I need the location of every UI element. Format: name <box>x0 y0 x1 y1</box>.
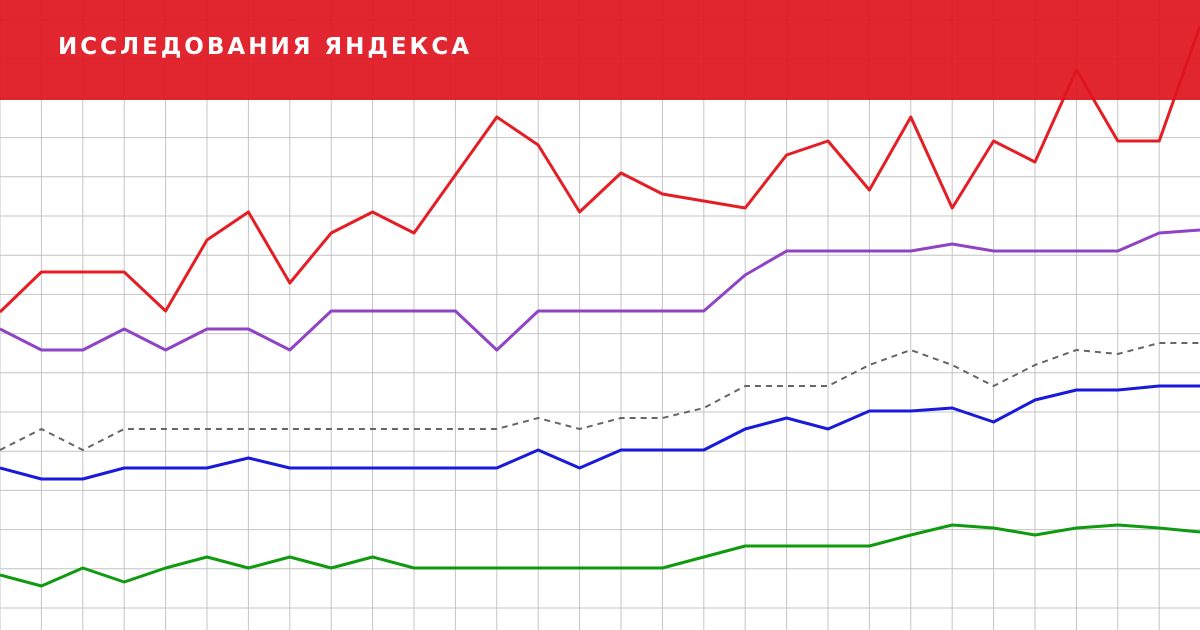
series-line-2 <box>0 228 1200 352</box>
chart-series-group <box>0 25 1200 588</box>
series-line-3 <box>0 342 1200 451</box>
series-line-5 <box>0 523 1200 588</box>
series-line-1 <box>0 25 1200 314</box>
banner-title: ИССЛЕДОВАНИЯ ЯНДЕКСА <box>58 34 473 60</box>
header-banner: ИССЛЕДОВАНИЯ ЯНДЕКСА <box>0 0 1200 100</box>
series-line-4 <box>0 384 1200 481</box>
